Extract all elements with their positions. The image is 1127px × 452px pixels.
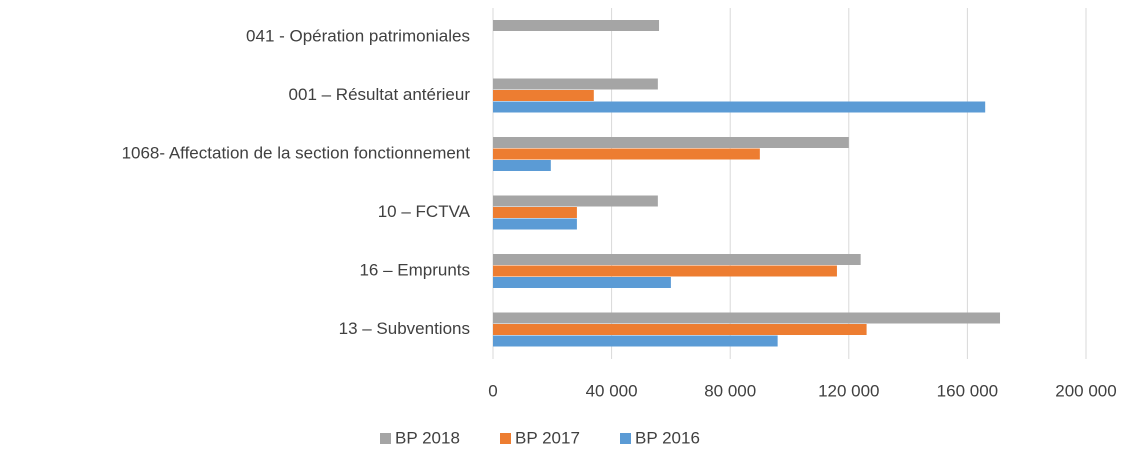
y-tick-label: 001 – Résultat antérieur	[289, 85, 471, 104]
bar	[493, 20, 660, 31]
bar	[493, 101, 986, 113]
y-tick-label: 041 - Opération patrimoniales	[246, 27, 470, 46]
bar	[493, 254, 861, 265]
legend-label: BP 2018	[395, 428, 460, 447]
x-tick-label: 40 000	[586, 381, 638, 400]
bar	[493, 195, 658, 207]
y-tick-label: 13 – Subventions	[339, 319, 470, 338]
x-tick-label: 120 000	[818, 381, 879, 400]
bar	[493, 265, 837, 277]
legend-swatch	[380, 433, 391, 444]
bar	[493, 160, 551, 171]
bar	[493, 148, 760, 160]
legend-label: BP 2016	[635, 428, 700, 447]
bar	[493, 207, 577, 218]
bar	[493, 78, 658, 90]
bar	[493, 277, 671, 288]
bar	[493, 137, 849, 148]
legend-swatch	[500, 433, 511, 444]
x-tick-label: 160 000	[937, 381, 998, 400]
y-tick-label: 16 – Emprunts	[359, 261, 470, 280]
x-tick-label: 200 000	[1055, 381, 1116, 400]
bar	[493, 90, 594, 101]
x-tick-label: 80 000	[704, 381, 756, 400]
bar	[493, 218, 577, 230]
y-tick-label: 1068- Affectation de la section fonction…	[122, 144, 471, 163]
bar	[493, 312, 1001, 324]
bar	[493, 324, 867, 335]
bar	[493, 335, 778, 347]
x-tick-label: 0	[488, 381, 497, 400]
y-tick-label: 10 – FCTVA	[378, 202, 471, 221]
legend-label: BP 2017	[515, 428, 580, 447]
legend-swatch	[620, 433, 631, 444]
